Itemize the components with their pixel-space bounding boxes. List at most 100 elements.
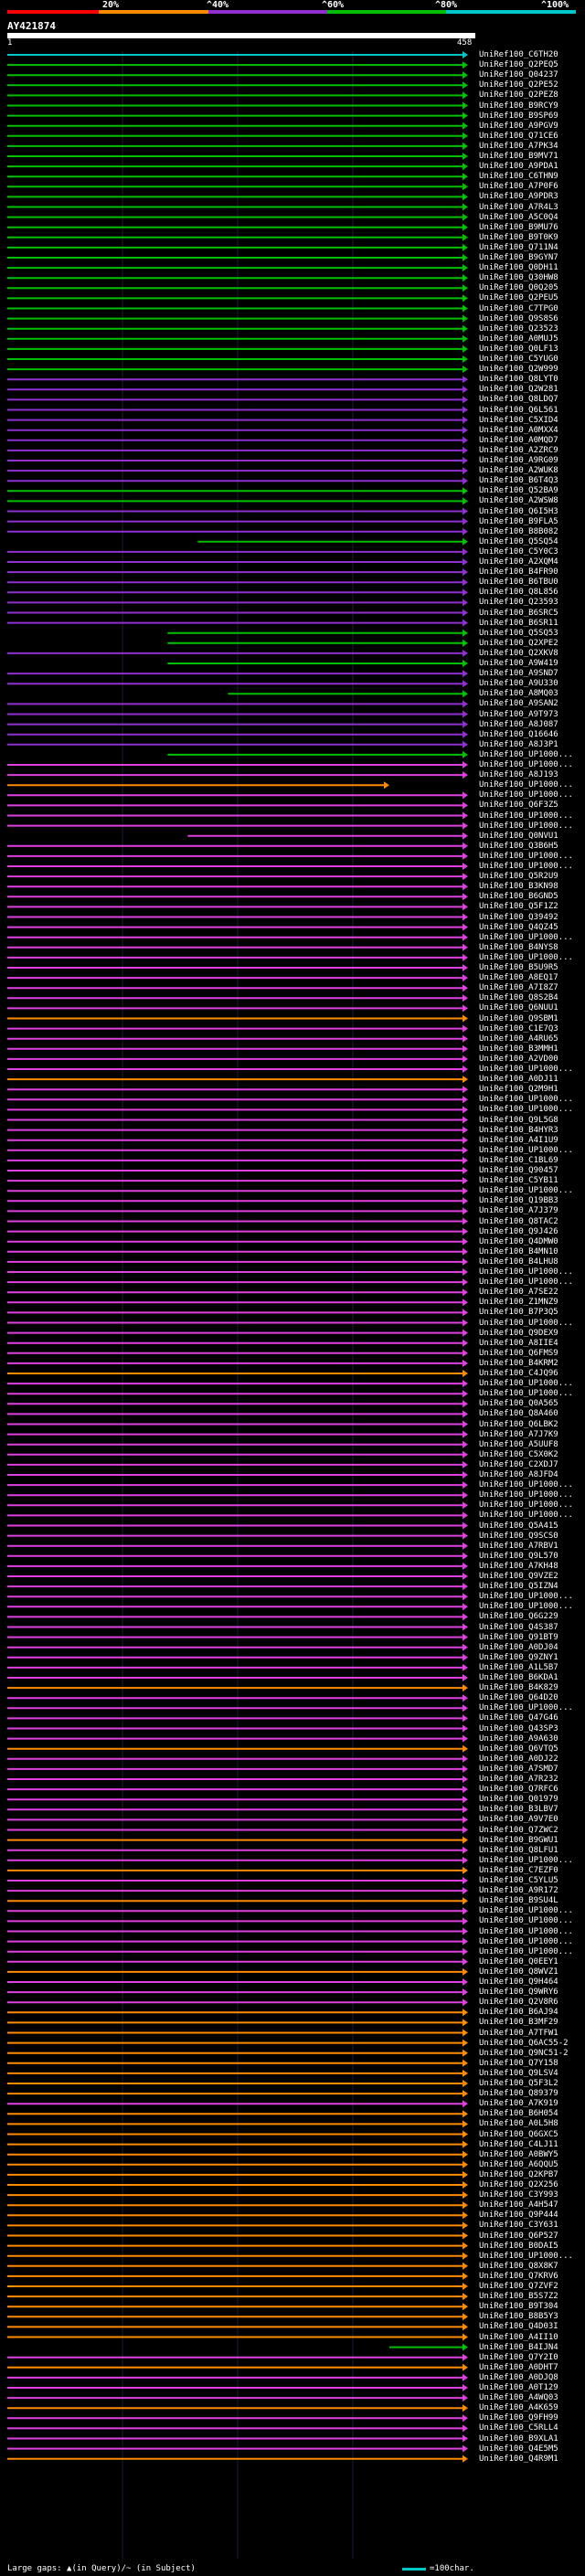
hit-label[interactable]: UniRef100_Q6P527 [479,2231,558,2241]
hit-label[interactable]: UniRef100_A8IIE4 [479,1338,558,1348]
hit-bar[interactable] [7,2029,468,2037]
hit-label[interactable]: UniRef100_B9RCY9 [479,101,558,111]
hit-label[interactable]: UniRef100_Q9SBM1 [479,1013,558,1023]
hit-label[interactable]: UniRef100_B5S7Z2 [479,2292,558,2302]
hit-label[interactable]: UniRef100_Q7RFC6 [479,1785,558,1795]
hit-bar[interactable] [7,61,468,69]
hit-bar[interactable] [7,1897,468,1905]
hit-label[interactable]: UniRef100_A7TFW1 [479,2028,558,2038]
hit-label[interactable]: UniRef100_C2XDJ7 [479,1459,558,1469]
hit-label[interactable]: UniRef100_A5C0Q4 [479,212,558,222]
hit-bar[interactable] [7,527,468,535]
hit-label[interactable]: UniRef100_Q5F3L2 [479,2079,558,2088]
hit-bar[interactable] [7,2231,468,2240]
hit-label[interactable]: UniRef100_Q9VZE2 [479,1572,558,1581]
hit-bar[interactable] [7,1299,468,1307]
hit-label[interactable]: UniRef100_UP1000... [479,1703,573,1713]
hit-bar[interactable] [7,1227,468,1235]
hit-bar[interactable] [7,1877,468,1884]
hit-label[interactable]: UniRef100_Q9FH99 [479,2413,558,2423]
hit-label[interactable]: UniRef100_UP1000... [479,862,573,871]
hit-label[interactable]: UniRef100_B8B5Y3 [479,2312,558,2322]
hit-bar[interactable] [7,91,468,100]
hit-label[interactable]: UniRef100_A8MQ03 [479,689,558,699]
hit-bar[interactable] [7,406,468,414]
hit-bar[interactable] [7,1491,468,1500]
hit-bar[interactable] [7,811,468,820]
hit-bar[interactable] [7,1988,468,1997]
hit-bar[interactable] [7,2160,468,2168]
hit-bar[interactable] [7,1167,468,1174]
hit-bar[interactable] [7,2313,468,2321]
hit-label[interactable]: UniRef100_Q01979 [479,1795,558,1805]
hit-bar[interactable] [7,953,468,961]
hit-label[interactable]: UniRef100_Q6AC55-2 [479,2038,569,2048]
hit-label[interactable]: UniRef100_UP1000... [479,1095,573,1105]
hit-label[interactable]: UniRef100_B9SU4L [479,1896,558,1906]
hit-label[interactable]: UniRef100_A5UUF8 [479,1439,558,1449]
hit-bar[interactable] [7,781,389,790]
hit-label[interactable]: UniRef100_Q9LSV4 [479,2068,558,2078]
hit-bar[interactable] [7,1663,468,1671]
hit-label[interactable]: UniRef100_A9SND7 [479,669,558,679]
hit-label[interactable]: UniRef100_B9GYN7 [479,253,558,262]
hit-bar[interactable] [7,2293,468,2301]
hit-bar[interactable] [7,1927,468,1935]
hit-label[interactable]: UniRef100_A0DJ04 [479,1642,558,1652]
hit-label[interactable]: UniRef100_UP1000... [479,1065,573,1074]
hit-label[interactable]: UniRef100_B4NYS8 [479,942,558,952]
hit-label[interactable]: UniRef100_UP1000... [479,780,573,790]
hit-bar[interactable] [7,1146,468,1154]
hit-label[interactable]: UniRef100_B4LHU8 [479,1256,558,1267]
hit-bar[interactable] [7,1957,468,1966]
hit-bar[interactable] [7,1765,468,1773]
hit-bar[interactable] [7,2283,468,2290]
hit-label[interactable]: UniRef100_A8J087 [479,719,558,729]
hit-bar[interactable] [7,81,468,90]
hit-label[interactable]: UniRef100_Q2W999 [479,365,558,375]
hit-label[interactable]: UniRef100_Q30HW8 [479,273,558,283]
hit-bar[interactable] [7,2069,468,2077]
hit-bar[interactable] [7,1653,468,1661]
hit-label[interactable]: UniRef100_B6KDA1 [479,1673,558,1682]
hit-label[interactable]: UniRef100_UP1000... [479,1379,573,1389]
hit-label[interactable]: UniRef100_A7I8Z7 [479,983,558,993]
hit-bar[interactable] [7,2384,468,2391]
hit-bar[interactable] [7,1826,468,1834]
hit-label[interactable]: UniRef100_C3Y631 [479,2221,558,2231]
hit-label[interactable]: UniRef100_Q5F1Z2 [479,902,558,912]
hit-bar[interactable] [7,974,468,982]
hit-bar[interactable] [7,873,468,881]
hit-label[interactable]: UniRef100_B4MN10 [479,1246,558,1256]
hit-bar[interactable] [7,1024,468,1033]
hit-bar[interactable] [7,213,468,221]
hit-label[interactable]: UniRef100_Q6LBK2 [479,1419,558,1429]
hit-bar[interactable] [7,852,468,860]
hit-bar[interactable] [7,984,468,992]
hit-label[interactable]: UniRef100_A7KH48 [479,1561,558,1571]
hit-label[interactable]: UniRef100_Q9WRY6 [479,1988,558,1998]
hit-bar[interactable] [7,1603,468,1611]
hit-label[interactable]: UniRef100_UP1000... [479,790,573,800]
hit-bar[interactable] [7,1309,468,1317]
hit-bar[interactable] [7,1440,468,1448]
hit-label[interactable]: UniRef100_A9T973 [479,709,558,719]
hit-label[interactable]: UniRef100_A0DJQ8 [479,2372,558,2382]
hit-bar[interactable] [7,923,468,931]
hit-bar[interactable] [7,1055,468,1063]
hit-label[interactable]: UniRef100_Q5SQ54 [479,536,558,546]
hit-bar[interactable] [7,1187,468,1195]
hit-bar[interactable] [7,487,468,495]
hit-label[interactable]: UniRef100_B6T4Q3 [479,476,558,486]
hit-label[interactable]: UniRef100_Q6L561 [479,405,558,415]
hit-label[interactable]: UniRef100_Q4E5M5 [479,2443,558,2454]
hit-label[interactable]: UniRef100_C1E7Q3 [479,1023,558,1034]
hit-bar[interactable] [7,1471,468,1479]
hit-bar[interactable] [7,1704,468,1712]
hit-label[interactable]: UniRef100_Q4D03I [479,2322,558,2332]
hit-label[interactable]: UniRef100_Q9DEX9 [479,1328,558,1338]
hit-label[interactable]: UniRef100_Q16646 [479,729,558,739]
hit-label[interactable]: UniRef100_A9SAN2 [479,699,558,709]
hit-bar[interactable] [7,670,468,678]
hit-label[interactable]: UniRef100_A9RG09 [479,456,558,465]
